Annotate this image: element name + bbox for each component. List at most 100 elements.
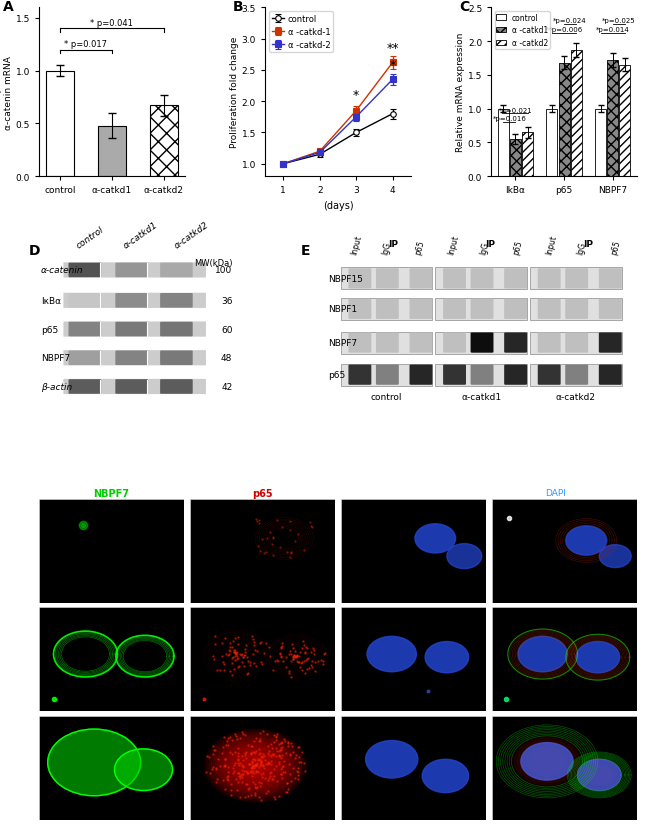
Legend: control, α -catkd-1, α -catkd-2: control, α -catkd-1, α -catkd-2	[269, 12, 333, 53]
Text: p65: p65	[512, 239, 524, 255]
Polygon shape	[232, 749, 278, 782]
FancyBboxPatch shape	[566, 333, 588, 354]
Text: **: **	[387, 42, 399, 55]
Text: α-catenin: α-catenin	[41, 266, 84, 275]
Bar	[571, 51, 582, 177]
FancyBboxPatch shape	[504, 299, 527, 320]
Polygon shape	[577, 759, 621, 791]
Polygon shape	[215, 737, 295, 794]
FancyBboxPatch shape	[599, 269, 622, 289]
FancyBboxPatch shape	[341, 268, 432, 290]
Text: *p=0.025: *p=0.025	[602, 18, 636, 24]
FancyBboxPatch shape	[160, 294, 192, 308]
FancyBboxPatch shape	[436, 332, 527, 354]
Y-axis label: Relative expression of
α-catenin mRNA: Relative expression of α-catenin mRNA	[0, 42, 13, 142]
Text: Input: Input	[447, 233, 461, 255]
Polygon shape	[209, 732, 302, 799]
FancyBboxPatch shape	[443, 365, 466, 385]
Polygon shape	[245, 758, 265, 773]
Text: Merge+: Merge+	[507, 489, 543, 497]
Text: Merge+: Merge+	[547, 489, 582, 497]
Text: *: *	[353, 89, 359, 102]
FancyBboxPatch shape	[160, 263, 192, 278]
FancyBboxPatch shape	[410, 333, 432, 354]
Text: NBPF1: NBPF1	[329, 305, 358, 314]
Text: IP: IP	[583, 239, 593, 248]
Text: IgG: IgG	[478, 241, 490, 255]
Text: p65: p65	[329, 371, 346, 380]
Text: *p=0.014: *p=0.014	[596, 27, 630, 33]
Polygon shape	[239, 753, 272, 777]
Polygon shape	[217, 739, 293, 793]
FancyBboxPatch shape	[348, 299, 371, 320]
Circle shape	[577, 759, 621, 791]
FancyBboxPatch shape	[410, 269, 432, 289]
FancyBboxPatch shape	[599, 333, 622, 354]
Text: **p=0.006: **p=0.006	[545, 27, 582, 33]
Text: control: control	[74, 225, 105, 250]
Text: * p=0.017: * p=0.017	[64, 41, 107, 50]
FancyBboxPatch shape	[160, 351, 192, 366]
Text: IgG: IgG	[576, 241, 588, 255]
Polygon shape	[224, 743, 287, 788]
FancyBboxPatch shape	[504, 333, 527, 354]
Text: α-catkd1: α-catkd1	[462, 392, 501, 401]
Text: * p=0.041: * p=0.041	[90, 19, 133, 28]
FancyBboxPatch shape	[68, 380, 101, 394]
Circle shape	[425, 642, 469, 673]
Polygon shape	[514, 738, 580, 785]
FancyBboxPatch shape	[471, 333, 493, 354]
FancyBboxPatch shape	[341, 332, 432, 354]
Polygon shape	[241, 755, 270, 776]
FancyBboxPatch shape	[64, 351, 206, 366]
FancyBboxPatch shape	[538, 365, 561, 385]
Text: A: A	[3, 0, 13, 14]
Text: α-catkd1: α-catkd1	[122, 220, 160, 250]
Bar	[498, 109, 509, 177]
FancyBboxPatch shape	[376, 333, 399, 354]
FancyBboxPatch shape	[68, 322, 101, 337]
Text: C: C	[459, 0, 469, 14]
FancyBboxPatch shape	[160, 380, 192, 394]
Polygon shape	[520, 742, 574, 781]
Text: 48: 48	[221, 354, 233, 363]
Title: p65: p65	[252, 489, 273, 498]
FancyBboxPatch shape	[530, 268, 622, 290]
Polygon shape	[526, 746, 568, 777]
Polygon shape	[588, 767, 610, 783]
Polygon shape	[213, 735, 298, 796]
Y-axis label: Relative mRNA expression: Relative mRNA expression	[456, 33, 465, 152]
Text: 60: 60	[221, 325, 233, 335]
FancyBboxPatch shape	[443, 269, 466, 289]
Circle shape	[566, 527, 606, 556]
Polygon shape	[205, 729, 306, 802]
FancyBboxPatch shape	[410, 299, 432, 320]
Text: NBPF7: NBPF7	[41, 354, 70, 363]
Circle shape	[521, 743, 573, 780]
Text: p65: p65	[414, 239, 426, 255]
Bar	[595, 109, 606, 177]
Bar	[607, 61, 618, 177]
FancyBboxPatch shape	[115, 263, 148, 278]
FancyBboxPatch shape	[348, 365, 371, 385]
Text: IP: IP	[387, 239, 398, 248]
Circle shape	[47, 729, 140, 796]
Text: B: B	[233, 0, 244, 14]
Text: IgG: IgG	[380, 241, 393, 255]
Text: β-actin: β-actin	[41, 383, 72, 392]
Circle shape	[599, 545, 631, 568]
Bar	[46, 71, 74, 177]
Text: α-catkd2: α-catkd2	[556, 392, 596, 401]
FancyBboxPatch shape	[376, 365, 399, 385]
FancyBboxPatch shape	[68, 351, 101, 366]
FancyBboxPatch shape	[64, 379, 206, 395]
Text: *p=0.021: *p=0.021	[499, 108, 532, 113]
FancyBboxPatch shape	[599, 299, 622, 320]
Polygon shape	[512, 736, 582, 787]
FancyBboxPatch shape	[348, 269, 371, 289]
Bar	[558, 64, 569, 177]
Text: 42: 42	[221, 383, 233, 392]
FancyBboxPatch shape	[341, 364, 432, 386]
Polygon shape	[523, 744, 571, 778]
Circle shape	[415, 524, 456, 553]
